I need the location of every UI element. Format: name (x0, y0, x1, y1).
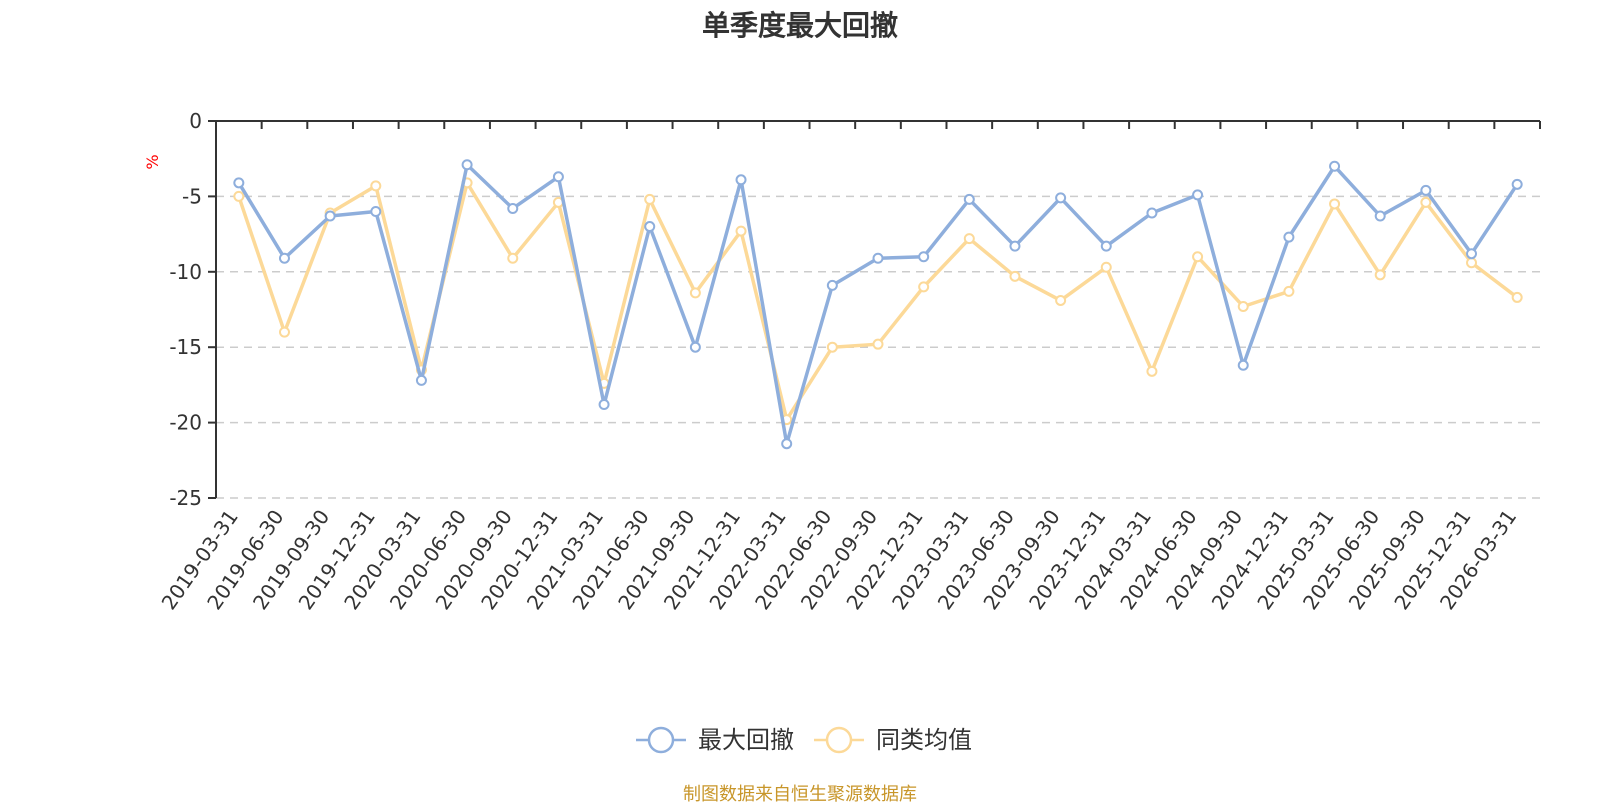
data-point[interactable] (689, 287, 701, 299)
legend-marker-icon (825, 726, 853, 754)
data-point[interactable] (644, 193, 656, 205)
data-point[interactable] (1237, 300, 1249, 312)
data-point[interactable] (1192, 251, 1204, 263)
series-layer (233, 159, 1523, 450)
data-point[interactable] (598, 399, 610, 411)
legend[interactable]: 最大回撤 同类均值 (636, 726, 972, 754)
data-point[interactable] (1100, 240, 1112, 252)
data-point[interactable] (1055, 192, 1067, 204)
data-point[interactable] (1237, 359, 1249, 371)
data-point[interactable] (1329, 198, 1341, 210)
chart-title: 单季度最大回撤 (701, 9, 898, 42)
data-point[interactable] (415, 374, 427, 386)
data-point[interactable] (918, 251, 930, 263)
data-point[interactable] (278, 252, 290, 264)
axis-layer: 0-5-10-15-20-252019-03-312019-06-302019-… (157, 109, 1541, 614)
data-point[interactable] (461, 159, 473, 171)
data-point[interactable] (1283, 285, 1295, 297)
data-point[interactable] (1055, 294, 1067, 306)
data-point[interactable] (1009, 270, 1021, 282)
data-point[interactable] (1146, 365, 1158, 377)
data-point[interactable] (826, 279, 838, 291)
data-point[interactable] (1374, 269, 1386, 281)
data-point[interactable] (1466, 248, 1478, 260)
data-point[interactable] (918, 281, 930, 293)
data-point[interactable] (507, 252, 519, 264)
data-point[interactable] (324, 210, 336, 222)
data-point[interactable] (781, 438, 793, 450)
series-line-peer-average (237, 181, 1519, 422)
data-point[interactable] (233, 190, 245, 202)
y-tick-label: 0 (189, 109, 202, 133)
y-tick-label: -5 (182, 184, 202, 208)
data-point[interactable] (1420, 184, 1432, 196)
data-point[interactable] (507, 202, 519, 214)
data-point[interactable] (278, 326, 290, 338)
data-point[interactable] (233, 177, 245, 189)
data-point[interactable] (1374, 210, 1386, 222)
data-point[interactable] (1511, 178, 1523, 190)
y-tick-label: -10 (169, 260, 202, 284)
legend-label[interactable]: 最大回撤 (698, 726, 794, 754)
data-point[interactable] (1511, 291, 1523, 303)
data-point[interactable] (1192, 189, 1204, 201)
data-point[interactable] (872, 338, 884, 350)
y-tick-label: -20 (169, 411, 202, 435)
data-point[interactable] (872, 252, 884, 264)
data-point[interactable] (1009, 240, 1021, 252)
data-point[interactable] (735, 225, 747, 237)
data-point[interactable] (1420, 196, 1432, 208)
data-point[interactable] (1466, 257, 1478, 269)
y-axis-unit-label: % (143, 154, 162, 169)
series-line-max-drawdown (237, 162, 1519, 446)
data-point[interactable] (370, 205, 382, 217)
legend-marker-icon (647, 726, 675, 754)
data-point[interactable] (963, 233, 975, 245)
legend-label[interactable]: 同类均值 (876, 726, 972, 754)
data-point[interactable] (1100, 261, 1112, 273)
data-point[interactable] (1283, 231, 1295, 243)
source-note: 制图数据来自恒生聚源数据库 (683, 784, 917, 805)
data-point[interactable] (735, 174, 747, 186)
data-point[interactable] (370, 180, 382, 192)
y-tick-label: -15 (169, 335, 202, 359)
data-point[interactable] (552, 171, 564, 183)
data-point[interactable] (1146, 207, 1158, 219)
data-point[interactable] (689, 341, 701, 353)
data-point[interactable] (1329, 160, 1341, 172)
data-point[interactable] (644, 221, 656, 233)
data-point[interactable] (826, 341, 838, 353)
data-point[interactable] (963, 193, 975, 205)
y-tick-label: -25 (169, 486, 202, 510)
